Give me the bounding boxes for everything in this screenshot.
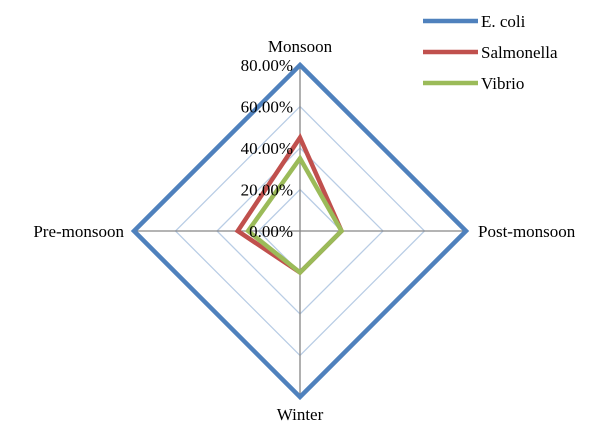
tick-label: 0.00%: [249, 222, 293, 241]
legend-label: E. coli: [481, 12, 526, 31]
tick-label: 40.00%: [241, 139, 293, 158]
category-label-monsoon: Monsoon: [268, 37, 333, 56]
legend-item-salmonella: Salmonella: [423, 43, 558, 62]
legend-item-e-coli: E. coli: [423, 12, 526, 31]
series-e-coli: [130, 61, 470, 401]
category-labels: Monsoon Post-monsoon Winter Pre-monsoon: [33, 37, 575, 424]
legend-label: Vibrio: [481, 74, 524, 93]
radial-tick-labels: 0.00% 20.00% 40.00% 60.00% 80.00%: [241, 56, 293, 241]
legend: E. coli Salmonella Vibrio: [423, 12, 558, 93]
series-vibrio: [245, 154, 345, 276]
category-label-winter: Winter: [277, 405, 324, 424]
tick-label: 20.00%: [241, 181, 293, 200]
legend-label: Salmonella: [481, 43, 558, 62]
radar-series: [130, 61, 470, 401]
legend-item-vibrio: Vibrio: [423, 74, 524, 93]
tick-label: 80.00%: [241, 56, 293, 75]
tick-label: 60.00%: [241, 98, 293, 117]
radar-spokes: [134, 65, 466, 397]
category-label-pre-monsoon: Pre-monsoon: [33, 222, 124, 241]
category-label-post-monsoon: Post-monsoon: [478, 222, 576, 241]
